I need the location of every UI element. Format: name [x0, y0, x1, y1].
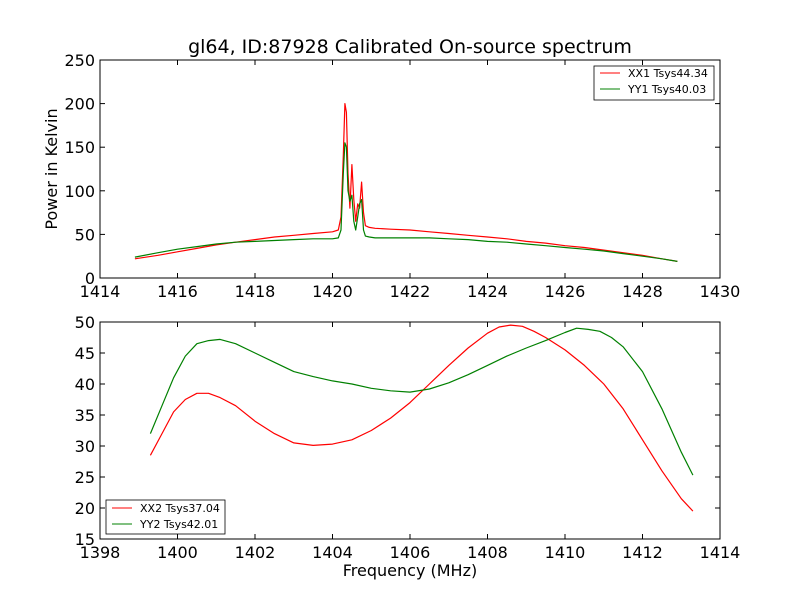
top-series-line-1	[134, 102, 678, 262]
bottom-panel-ticks: 1398 1400 1402 1404 1406 1408 1410 1412 1414 15 20…	[75, 313, 741, 562]
bottom-y-tick-label: 40	[75, 375, 95, 394]
bottom-y-tick-label: 30	[75, 437, 95, 456]
bottom-x-tick-label: 1414	[700, 543, 741, 562]
top-x-tick-label: 1420	[312, 282, 353, 301]
bottom-panel-series	[149, 324, 694, 512]
bottom-panel: 1398 1400 1402 1404 1406 1408 1410 1412 1414 15 20…	[75, 313, 741, 580]
top-y-axis-label: Power in Kelvin	[42, 108, 61, 229]
top-x-tick-label: 1422	[390, 282, 431, 301]
bottom-y-tick-label: 15	[75, 530, 95, 549]
bottom-series-line-2	[149, 327, 694, 476]
top-x-tick-label: 1424	[467, 282, 508, 301]
bottom-series-line-1	[149, 324, 694, 512]
bottom-x-tick-label: 1398	[80, 543, 121, 562]
top-x-tick-label: 1426	[545, 282, 586, 301]
top-y-tick-label: 50	[75, 225, 95, 244]
top-panel-ticks: 1414 1416 1418 1420 1422 1424 1426 1428 1430 0 50 1…	[64, 51, 740, 301]
top-legend: XX1 Tsys44.34 YY1 Tsys40.03	[593, 65, 715, 101]
top-legend-label-xx1: XX1 Tsys44.34	[628, 67, 708, 80]
bottom-x-tick-label: 1412	[622, 543, 663, 562]
top-y-tick-label: 0	[85, 269, 95, 288]
bottom-legend-label-yy2: YY2 Tsys42.01	[139, 518, 218, 531]
bottom-x-tick-label: 1406	[390, 543, 431, 562]
bottom-x-tick-label: 1400	[157, 543, 198, 562]
top-y-tick-label: 100	[64, 182, 95, 201]
bottom-x-tick-label: 1404	[312, 543, 353, 562]
bottom-y-tick-label: 35	[75, 406, 95, 425]
top-legend-label-yy1: YY1 Tsys40.03	[627, 83, 706, 96]
bottom-y-tick-label: 25	[75, 468, 95, 487]
top-panel-series	[134, 102, 678, 262]
bottom-x-axis-label: Frequency (MHz)	[343, 561, 477, 580]
top-series-line-2	[134, 142, 678, 262]
top-x-tick-label: 1430	[700, 282, 741, 301]
top-panel: 1414 1416 1418 1420 1422 1424 1426 1428 1430 0 50 1…	[42, 51, 740, 301]
top-x-tick-label: 1428	[622, 282, 663, 301]
top-x-tick-label: 1414	[80, 282, 121, 301]
top-y-tick-label: 250	[64, 51, 95, 70]
top-y-tick-label: 200	[64, 95, 95, 114]
bottom-y-tick-label: 50	[75, 313, 95, 332]
top-legend-box	[593, 65, 715, 101]
bottom-y-tick-label: 20	[75, 499, 95, 518]
chart-title: gl64, ID:87928 Calibrated On-source spec…	[188, 36, 632, 58]
bottom-legend: XX2 Tsys37.04 YY2 Tsys42.01	[105, 499, 226, 535]
top-x-tick-label: 1418	[235, 282, 276, 301]
bottom-legend-box	[105, 499, 226, 535]
top-y-tick-label: 150	[64, 138, 95, 157]
bottom-legend-label-xx2: XX2 Tsys37.04	[140, 502, 220, 515]
bottom-x-tick-label: 1402	[235, 543, 276, 562]
bottom-y-tick-label: 45	[75, 344, 95, 363]
bottom-x-tick-label: 1410	[545, 543, 586, 562]
bottom-x-tick-label: 1408	[467, 543, 508, 562]
top-x-tick-label: 1416	[157, 282, 198, 301]
